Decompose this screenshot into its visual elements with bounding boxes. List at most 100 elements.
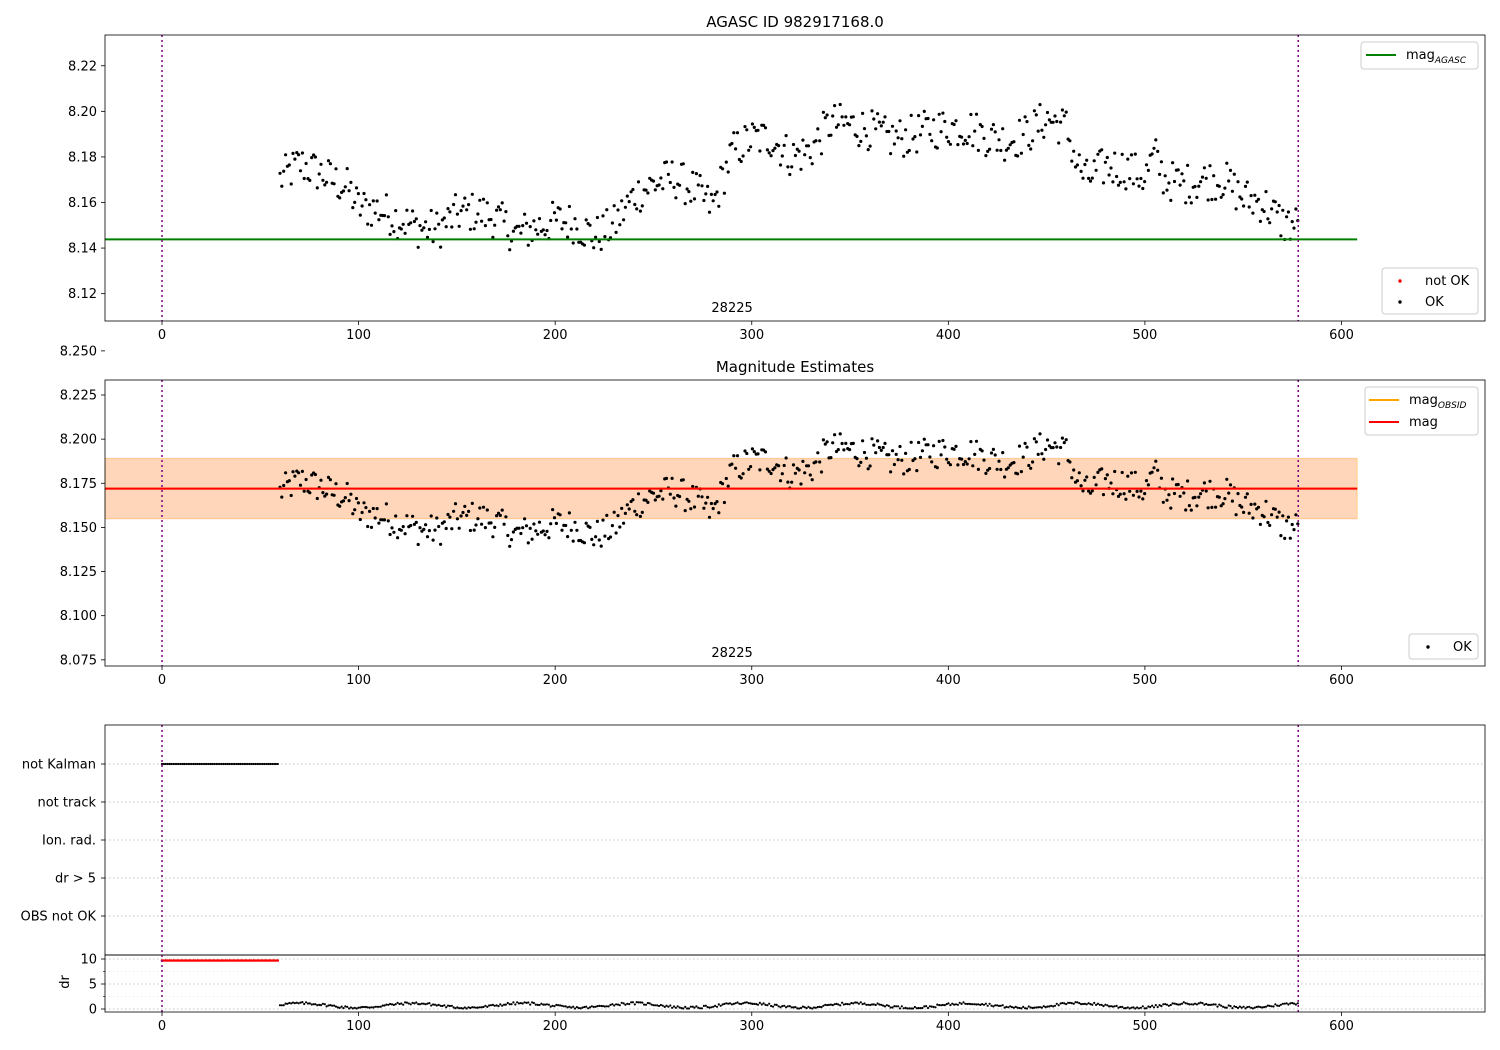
panel4-dr-clipped-point — [231, 959, 235, 962]
panel2-ok-point — [453, 502, 458, 506]
panel1-ok-point — [939, 130, 943, 134]
panel4-dr-point — [824, 1003, 827, 1006]
panel3-flag-point — [164, 762, 167, 766]
panel4-dr-point — [756, 1003, 760, 1006]
panel1-ok-point — [588, 223, 592, 227]
panel4-dr-point — [897, 1005, 900, 1008]
panel2-ok-point — [1208, 479, 1212, 483]
panel4-dr-point — [506, 1001, 509, 1005]
panel4-dr-point — [966, 1002, 969, 1006]
panel1-ok-point — [493, 223, 497, 227]
panel4-dr-point — [1126, 1006, 1129, 1009]
panel1-ok-point — [1178, 183, 1182, 187]
panel2-ok-point — [364, 506, 368, 510]
panel4-xtick-label: 500 — [1133, 1019, 1158, 1034]
panel1-ok-point — [816, 127, 820, 131]
panel1-ytick-label: 8.18 — [68, 150, 97, 165]
panel2-ok-point — [321, 491, 325, 495]
panel2-plot-area: 8.0758.1008.1258.1508.1758.2008.2258.250… — [60, 344, 1486, 688]
panel4-dr-clipped-point — [216, 959, 220, 962]
panel4-dr-point — [1141, 1005, 1144, 1008]
panel1-ok-point — [651, 179, 656, 183]
panel1-ok-point — [991, 123, 996, 127]
panel4-dr-point — [297, 1002, 300, 1005]
panel1-ok-point — [1161, 191, 1165, 195]
panel4-dr-clipped-point — [254, 959, 257, 962]
panel4-dr-point — [1016, 1006, 1019, 1009]
panel4-dr-point — [712, 1005, 715, 1008]
panel1-plot-area: 8.128.148.168.188.208.220 100 200 300 400 500… — [68, 34, 1486, 343]
panel4-dr-point — [594, 1005, 597, 1008]
panel1-ok-point — [414, 217, 418, 221]
panel4-dr-point — [463, 1006, 466, 1009]
panel2-ok-point — [890, 449, 895, 453]
panel2-ok-point — [967, 457, 971, 461]
panel2-ok-point — [904, 451, 908, 455]
panel1-ytick-label: 8.20 — [68, 105, 97, 120]
panel4-dr-point — [1046, 1005, 1049, 1008]
panel1-ok-point — [892, 142, 897, 146]
panel4-dr-point — [1227, 1004, 1230, 1007]
panel1-ok-point — [1038, 103, 1042, 107]
panel2-ok-point — [773, 466, 777, 470]
panel4-dr-point — [1162, 1003, 1165, 1006]
panel2-ok-point — [1195, 504, 1199, 508]
panel2-ok-point — [1070, 476, 1074, 480]
panel4-dr-point — [1281, 1002, 1284, 1005]
panel4-dr-point — [900, 1005, 903, 1008]
panel4-dr-clipped-point — [272, 959, 276, 962]
panel4-dr-point — [762, 1002, 765, 1005]
panel2-ok-point — [354, 496, 359, 501]
panel4-dr-point — [1190, 1003, 1193, 1006]
panel1-ok-point — [1045, 110, 1050, 115]
panel2-ok-point — [502, 522, 506, 526]
panel2-ok-point — [491, 535, 495, 539]
panel1-ok-point — [767, 151, 771, 155]
panel1-ok-point — [341, 189, 346, 193]
panel2-ok-point — [448, 515, 452, 519]
panel2-ok-point — [1137, 495, 1141, 499]
panel4-dr-point — [676, 1005, 679, 1008]
panel2-ok-point — [388, 532, 392, 537]
panel1-ok-point — [896, 136, 900, 140]
panel4-dr-point — [1214, 1003, 1217, 1006]
panel4-dr-point — [1091, 1003, 1094, 1006]
panel4-dr-point — [1231, 1007, 1234, 1010]
panel4-dr-point — [557, 1004, 560, 1007]
panel1-ok-point — [870, 109, 874, 113]
panel1-legend-top-frame — [1360, 41, 1479, 70]
panel1-ok-point — [1122, 180, 1126, 184]
panel1-ok-point — [343, 185, 347, 189]
panel4-dr-clipped-point — [261, 959, 265, 962]
panel1-ok-point — [1193, 184, 1197, 189]
panel4-dr-point — [684, 1005, 687, 1009]
panel1-ok-point — [1128, 177, 1132, 181]
panel2-ok-point — [889, 470, 893, 474]
panel4-dr-point — [333, 1004, 336, 1007]
panel2-ok-point — [517, 526, 521, 530]
panel1-ok-point — [537, 217, 542, 221]
panel2-ok-point — [297, 471, 301, 475]
panel4-dr-point — [990, 1004, 993, 1007]
panel2-ok-point — [689, 507, 693, 511]
panel2-ok-point — [700, 495, 704, 499]
panel4-dr-point — [1113, 1005, 1116, 1008]
panel4-dr-point — [930, 1005, 933, 1008]
panel4-dr-point — [635, 1001, 638, 1004]
panel2-ytick-label: 8.175 — [60, 477, 97, 492]
panel2-ok-point — [496, 511, 501, 515]
panel1-ok-point — [722, 191, 727, 195]
panel1-ok-point — [444, 225, 448, 229]
panel2-ok-point — [784, 456, 788, 460]
panel2-ok-point — [808, 473, 812, 477]
panel2-ok-point — [961, 462, 966, 467]
panel4-dr-point — [319, 1004, 323, 1007]
panel1-ok-point — [657, 183, 661, 187]
panel1-ok-point — [786, 165, 790, 169]
panel1-ok-point — [437, 222, 441, 226]
panel2-ok-point — [661, 497, 665, 501]
panel1-ok-point — [491, 235, 495, 239]
panel2-ok-point — [777, 464, 781, 468]
panel4-dr-point — [855, 1001, 859, 1004]
panel1-ok-point — [1044, 123, 1048, 127]
